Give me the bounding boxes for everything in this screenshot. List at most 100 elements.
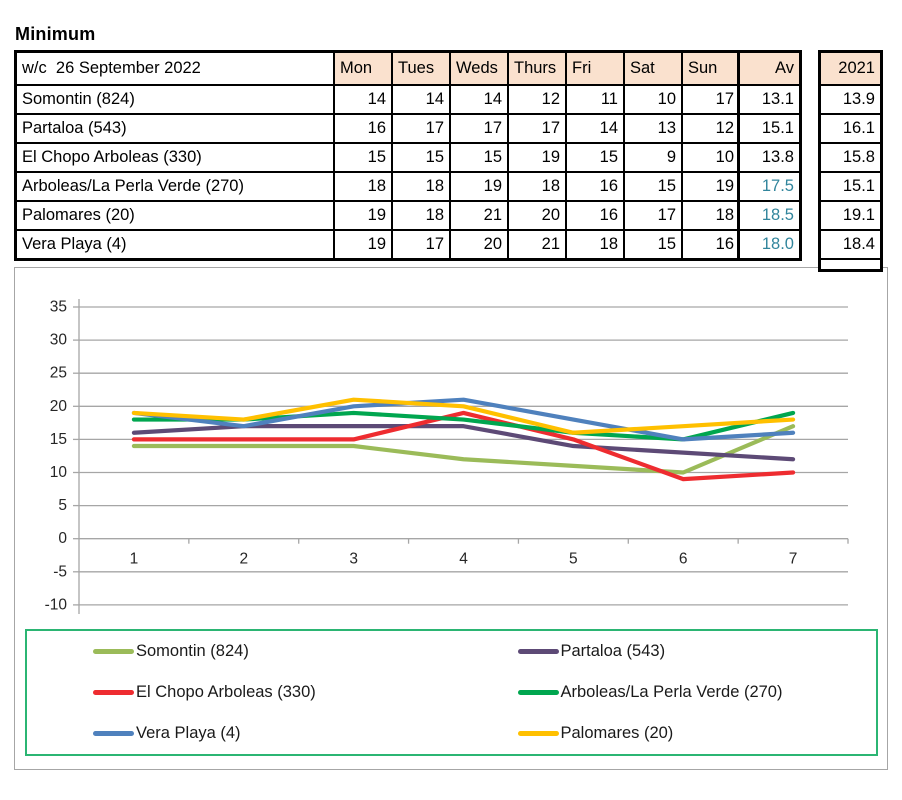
legend-label-1: Partaloa (543) bbox=[560, 642, 666, 660]
day-value: 14 bbox=[449, 84, 509, 115]
day-value: 15 bbox=[623, 229, 683, 261]
year-2021-row: 16.1 bbox=[818, 113, 883, 144]
station-name: Partaloa (543) bbox=[14, 113, 335, 144]
day-header-fri: Fri bbox=[565, 50, 625, 86]
legend-swatch-1 bbox=[517, 649, 559, 654]
legend-label-5: Palomares (20) bbox=[560, 724, 674, 742]
average-row: 18.5 bbox=[737, 200, 802, 231]
average-value: 13.8 bbox=[737, 142, 802, 173]
year-2021-value: 18.4 bbox=[818, 229, 883, 260]
series-line-5 bbox=[131, 397, 796, 435]
day-value: 16 bbox=[565, 200, 625, 231]
day-header-sat: Sat bbox=[623, 50, 683, 86]
x-axis-label: 3 bbox=[349, 551, 358, 568]
day-value: 21 bbox=[507, 229, 567, 261]
day-value: 19 bbox=[449, 171, 509, 202]
day-header-weds: Weds bbox=[449, 50, 509, 86]
x-axis-label: 7 bbox=[789, 551, 798, 568]
legend-item-3: Arboleas/La Perla Verde (270) bbox=[452, 683, 877, 702]
series-line-0 bbox=[131, 424, 796, 475]
day-value: 17 bbox=[681, 84, 742, 115]
year-2021-table-body: 13.9 16.1 15.8 15.1 19.1 18.4 bbox=[818, 84, 883, 260]
day-value: 9 bbox=[623, 142, 683, 173]
day-value: 17 bbox=[391, 229, 451, 261]
year-2021-row: 15.8 bbox=[818, 142, 883, 173]
chart-legend: Somontin (824) Partaloa (543) El Chopo Arb… bbox=[25, 629, 878, 756]
legend-swatch-3 bbox=[517, 690, 559, 695]
average-table: Av 13.1 15.1 13.8 17.5 18.5 18.0 bbox=[737, 50, 802, 261]
day-header-sun: Sun bbox=[681, 50, 742, 86]
table-row: Somontin (824) 14 14 14 12 11 10 17 bbox=[14, 84, 742, 115]
average-row: 13.8 bbox=[737, 142, 802, 173]
year-2021-value: 15.8 bbox=[818, 142, 883, 173]
legend-label-0: Somontin (824) bbox=[136, 642, 249, 660]
day-value: 10 bbox=[681, 142, 742, 173]
day-header-tues: Tues bbox=[391, 50, 451, 86]
average-value: 13.1 bbox=[737, 84, 802, 115]
average-value: 18.0 bbox=[737, 229, 802, 261]
x-axis-label: 5 bbox=[569, 551, 578, 568]
year-2021-row: 15.1 bbox=[818, 171, 883, 202]
series-line-2 bbox=[131, 410, 796, 482]
year-2021-header: 2021 bbox=[818, 50, 883, 86]
average-value: 17.5 bbox=[737, 171, 802, 202]
day-value: 12 bbox=[507, 84, 567, 115]
day-value: 17 bbox=[623, 200, 683, 231]
legend-item-0: Somontin (824) bbox=[27, 642, 452, 661]
chart-svg: 35 30 25 20 15 10 5 0 -5 -10 1 2 3 4 5 6 7 bbox=[45, 299, 849, 614]
station-name: El Chopo Arboleas (330) bbox=[14, 142, 335, 173]
y-axis-label: -5 bbox=[53, 563, 67, 580]
y-axis-label: 0 bbox=[58, 530, 67, 547]
day-value: 17 bbox=[449, 113, 509, 144]
table-row: Arboleas/La Perla Verde (270) 18 18 19 18 16 1… bbox=[14, 171, 742, 202]
legend-label-3: Arboleas/La Perla Verde (270) bbox=[560, 683, 783, 701]
table-row: El Chopo Arboleas (330) 15 15 15 19 15 9 10 bbox=[14, 142, 742, 173]
day-value: 10 bbox=[623, 84, 683, 115]
week-table: w/c 26 September 2022 Mon Tues Weds Thurs Fr… bbox=[14, 50, 742, 261]
station-name: Arboleas/La Perla Verde (270) bbox=[14, 171, 335, 202]
day-value: 14 bbox=[391, 84, 451, 115]
day-header-mon: Mon bbox=[333, 50, 393, 86]
day-value: 18 bbox=[391, 171, 451, 202]
legend-swatch-0 bbox=[93, 649, 134, 654]
day-value: 21 bbox=[449, 200, 509, 231]
day-value: 18 bbox=[565, 229, 625, 261]
average-header: Av bbox=[737, 50, 802, 86]
week-commencing-label: w/c 26 September 2022 bbox=[14, 50, 335, 86]
legend-item-4: Vera Playa (4) bbox=[27, 724, 452, 743]
year-2021-value: 19.1 bbox=[818, 200, 883, 231]
week-table-body: Somontin (824) 14 14 14 12 11 10 17 Partaloa (54… bbox=[14, 84, 742, 261]
day-value: 14 bbox=[565, 113, 625, 144]
legend-label-2: El Chopo Arboleas (330) bbox=[136, 683, 316, 701]
average-row: 18.0 bbox=[737, 229, 802, 261]
day-value: 20 bbox=[449, 229, 509, 261]
legend-swatch-5 bbox=[517, 731, 559, 736]
legend-item-5: Palomares (20) bbox=[452, 724, 877, 743]
day-value: 17 bbox=[391, 113, 451, 144]
empty-cell bbox=[818, 258, 883, 272]
series-line-4 bbox=[131, 397, 796, 442]
line-chart: 35 30 25 20 15 10 5 0 -5 -10 1 2 3 4 5 6 7 Somontin (824… bbox=[14, 267, 888, 770]
y-axis-label: 5 bbox=[58, 497, 67, 514]
legend-item-2: El Chopo Arboleas (330) bbox=[27, 683, 452, 702]
day-value: 19 bbox=[507, 142, 567, 173]
year-2021-row: 19.1 bbox=[818, 200, 883, 231]
day-value: 18 bbox=[507, 171, 567, 202]
y-axis-label: 20 bbox=[50, 398, 68, 415]
year-2021-row: 13.9 bbox=[818, 84, 883, 115]
y-axis-label: 25 bbox=[50, 365, 67, 382]
station-name: Palomares (20) bbox=[14, 200, 335, 231]
x-axis-label: 4 bbox=[459, 551, 468, 568]
station-name: Vera Playa (4) bbox=[14, 229, 335, 261]
day-value: 15 bbox=[623, 171, 683, 202]
y-axis-label: 35 bbox=[50, 299, 67, 316]
table-row: Vera Playa (4) 19 17 20 21 18 15 16 bbox=[14, 229, 742, 261]
x-axis-label: 6 bbox=[679, 551, 688, 568]
table-row: Palomares (20) 19 18 21 20 16 17 18 bbox=[14, 200, 742, 231]
average-value: 15.1 bbox=[737, 113, 802, 144]
day-value: 15 bbox=[391, 142, 451, 173]
year-2021-table: 2021 13.9 16.1 15.8 15.1 19.1 18.4 bbox=[818, 50, 883, 272]
year-2021-value: 16.1 bbox=[818, 113, 883, 144]
day-value: 16 bbox=[333, 113, 393, 144]
x-axis-label: 2 bbox=[239, 551, 248, 568]
